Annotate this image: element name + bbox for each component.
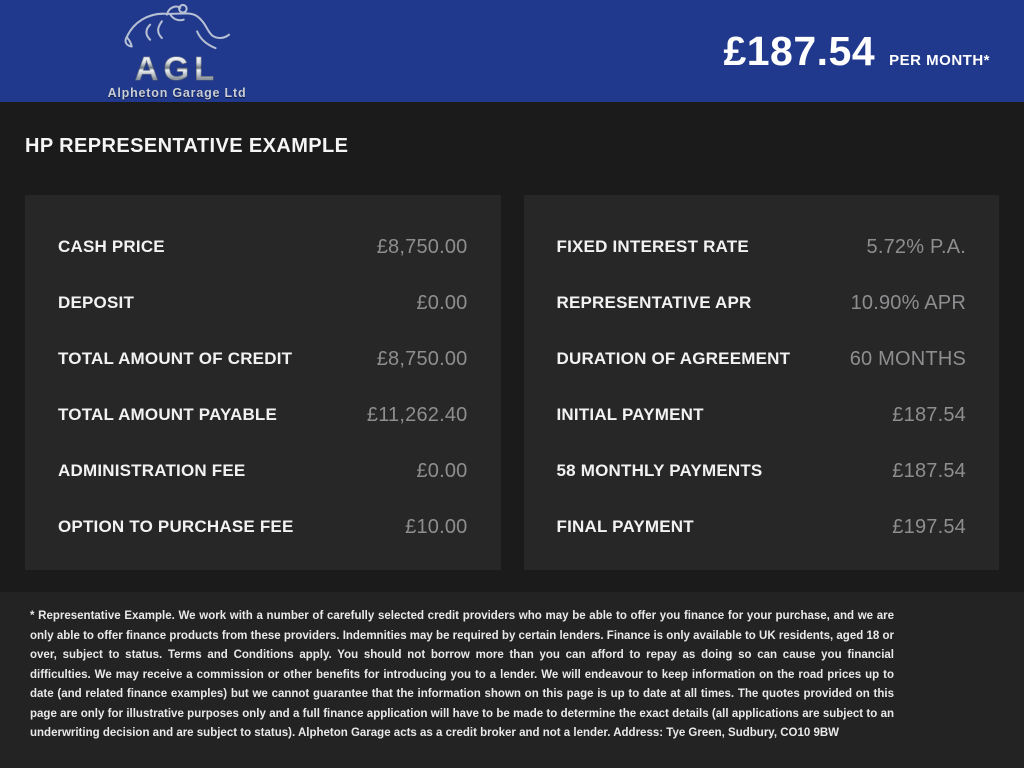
table-row: TOTAL AMOUNT PAYABLE £11,262.40 <box>58 387 468 443</box>
finance-label: DURATION OF AGREEMENT <box>556 349 791 368</box>
jumping-horse-icon <box>114 2 240 54</box>
finance-panels: CASH PRICE £8,750.00 DEPOSIT £0.00 TOTAL… <box>25 195 999 570</box>
finance-value: £8,750.00 <box>376 347 468 370</box>
finance-value: £11,262.40 <box>366 403 468 426</box>
table-row: FINAL PAYMENT £197.54 <box>557 499 967 555</box>
disclaimer-footer: * Representative Example. We work with a… <box>0 592 1024 768</box>
finance-value: £0.00 <box>416 291 468 314</box>
table-row: TOTAL AMOUNT OF CREDIT £8,750.00 <box>58 331 468 387</box>
table-row: REPRESENTATIVE APR 10.90% APR <box>557 275 967 331</box>
table-row: DEPOSIT £0.00 <box>58 275 468 331</box>
finance-panel-left: CASH PRICE £8,750.00 DEPOSIT £0.00 TOTAL… <box>25 195 501 570</box>
finance-panel-right: FIXED INTEREST RATE 5.72% P.A. REPRESENT… <box>523 195 999 570</box>
finance-label: OPTION TO PURCHASE FEE <box>58 517 294 536</box>
finance-value: £197.54 <box>892 515 966 538</box>
finance-value: £0.00 <box>416 459 468 482</box>
finance-value: 60 MONTHS <box>849 347 966 370</box>
finance-label: TOTAL AMOUNT PAYABLE <box>58 405 278 424</box>
finance-value: £10.00 <box>405 515 468 538</box>
table-row: FIXED INTEREST RATE 5.72% P.A. <box>557 219 967 275</box>
finance-label: TOTAL AMOUNT OF CREDIT <box>58 349 293 368</box>
finance-label: CASH PRICE <box>58 237 165 256</box>
representative-example-disclaimer: * Representative Example. We work with a… <box>30 610 894 739</box>
finance-value: 10.90% APR <box>850 291 966 314</box>
finance-label: FINAL PAYMENT <box>556 517 694 536</box>
monthly-price-suffix: PER MONTH* <box>889 51 990 69</box>
monthly-price: £187.54 <box>723 27 876 74</box>
finance-label: REPRESENTATIVE APR <box>556 293 752 312</box>
table-row: ADMINISTRATION FEE £0.00 <box>58 443 468 499</box>
finance-value: £187.54 <box>892 403 966 426</box>
table-row: DURATION OF AGREEMENT 60 MONTHS <box>557 331 967 387</box>
logo-company-name: Alpheton Garage Ltd <box>107 86 247 101</box>
monthly-price-banner: £187.54 PER MONTH* <box>723 28 990 75</box>
table-row: INITIAL PAYMENT £187.54 <box>557 387 967 443</box>
finance-label: INITIAL PAYMENT <box>556 405 704 424</box>
dealer-logo[interactable]: AGL Alpheton Garage Ltd <box>92 2 262 101</box>
finance-value: £187.54 <box>892 459 966 482</box>
finance-label: 58 MONTHLY PAYMENTS <box>556 461 763 480</box>
finance-label: ADMINISTRATION FEE <box>58 461 246 480</box>
site-header: AGL Alpheton Garage Ltd £187.54 PER MONT… <box>0 0 1024 102</box>
finance-value: 5.72% P.A. <box>866 235 966 258</box>
table-row: CASH PRICE £8,750.00 <box>58 219 468 275</box>
finance-label: FIXED INTEREST RATE <box>556 237 749 256</box>
table-row: OPTION TO PURCHASE FEE £10.00 <box>58 499 468 555</box>
finance-value: £8,750.00 <box>376 235 468 258</box>
finance-label: DEPOSIT <box>58 293 135 312</box>
page-title: HP REPRESENTATIVE EXAMPLE <box>25 135 349 157</box>
logo-abbr-text: AGL <box>134 49 220 87</box>
table-row: 58 MONTHLY PAYMENTS £187.54 <box>557 443 967 499</box>
main-content: HP REPRESENTATIVE EXAMPLE CASH PRICE £8,… <box>0 102 1024 592</box>
